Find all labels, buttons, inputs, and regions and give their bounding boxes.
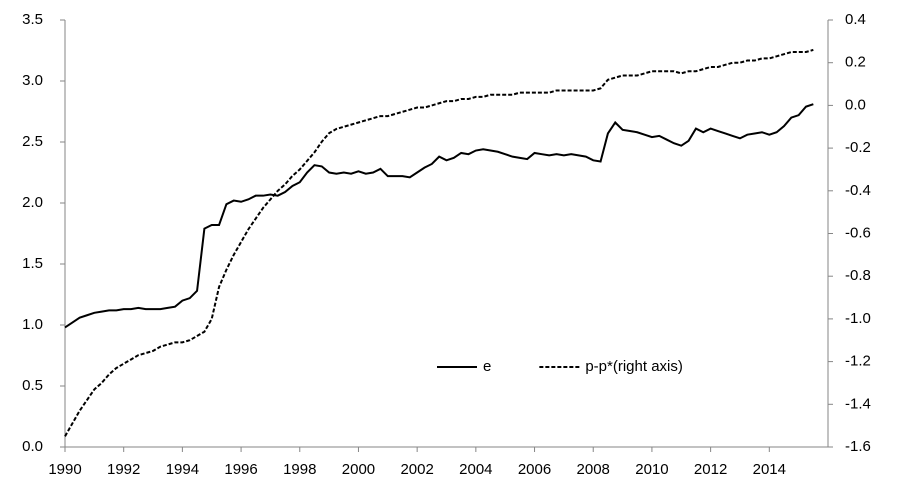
x-tick-label: 1996 [224,461,257,478]
x-tick-label: 2006 [518,461,551,478]
x-tick-label: 1990 [48,461,81,478]
x-tick-label: 2002 [400,461,433,478]
x-tick-label: 2012 [694,461,727,478]
y2-tick-label: -0.2 [845,139,871,156]
y-tick-label: 2.0 [22,194,43,211]
x-tick-label: 1992 [107,461,140,478]
y-tick-label: 1.5 [22,255,43,272]
x-tick-label: 1994 [166,461,199,478]
y2-tick-label: -1.6 [845,438,871,455]
y-tick-label: 0.0 [22,438,43,455]
y2-tick-label: -0.4 [845,182,871,199]
y2-tick-label: 0.0 [845,96,866,113]
y2-tick-label: -1.2 [845,353,871,370]
y-tick-label: 0.5 [22,377,43,394]
y-tick-label: 2.5 [22,133,43,150]
series-line [64,103,814,329]
x-tick-label: 2008 [577,461,610,478]
y2-tick-label: 0.2 [845,54,866,71]
x-tick-label: 2004 [459,461,492,478]
y2-tick-label: -0.6 [845,224,871,241]
legend-label: e [483,358,491,375]
y-tick-label: 3.0 [22,72,43,89]
x-tick-label: 2014 [753,461,786,478]
x-tick-label: 1998 [283,461,316,478]
y-tick-label: 3.5 [22,11,43,28]
y2-tick-label: -0.8 [845,267,871,284]
x-tick-label: 2010 [635,461,668,478]
y2-tick-label: -1.0 [845,310,871,327]
series-line [64,48,814,437]
y2-tick-label: -1.4 [845,395,871,412]
y-tick-label: 1.0 [22,316,43,333]
x-tick-label: 2000 [342,461,375,478]
y2-tick-label: 0.4 [845,11,866,28]
legend-label: p-p*(right axis) [585,358,683,375]
